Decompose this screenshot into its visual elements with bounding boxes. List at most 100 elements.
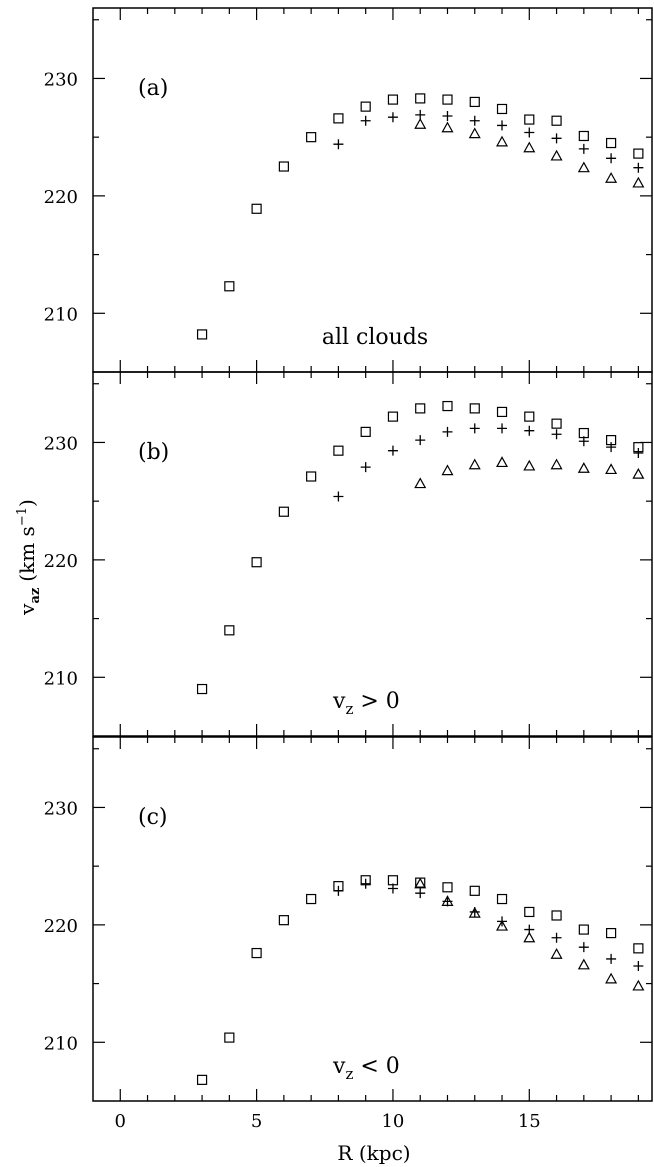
panel-annotation: vz > 0 <box>332 689 400 718</box>
triangle-marker <box>496 135 509 147</box>
square-marker <box>415 93 426 104</box>
annotation-main: v <box>332 1054 346 1079</box>
square-marker <box>196 1074 208 1085</box>
x-axis-label: R (kpc) <box>337 1141 410 1165</box>
square-marker <box>551 115 562 126</box>
square-marker <box>196 329 208 340</box>
plus-marker <box>387 112 398 123</box>
square-marker <box>333 445 344 456</box>
triangle-marker <box>632 176 645 188</box>
triangle-marker <box>577 462 590 473</box>
square-marker <box>469 403 480 414</box>
triangle-marker <box>605 972 618 984</box>
square-marker <box>387 411 399 422</box>
triangle-marker <box>605 463 618 475</box>
plus-marker <box>442 426 453 437</box>
plus-marker <box>524 425 535 436</box>
square-marker <box>496 103 508 115</box>
plus-marker <box>497 423 508 434</box>
x-tick-label: 0 <box>115 1111 126 1132</box>
square-marker <box>224 625 235 636</box>
plus-marker <box>633 960 644 971</box>
panel-2: 210 220 230 0 5 10 15 (c) vz < 0 <box>44 736 653 1132</box>
y-tick-label: 230 <box>44 69 78 90</box>
annotation-main: v <box>332 689 346 714</box>
plus-marker <box>606 153 617 164</box>
y-tick-label: 210 <box>44 668 78 689</box>
square-marker <box>278 161 289 172</box>
square-marker <box>387 94 399 105</box>
square-marker <box>524 114 535 125</box>
plus-marker <box>333 885 344 896</box>
plus-marker <box>415 888 426 899</box>
triangle-marker <box>414 477 427 489</box>
plus-marker <box>415 435 426 446</box>
square-marker <box>306 132 317 143</box>
triangle-marker <box>441 895 454 906</box>
plus-marker <box>551 932 562 943</box>
triangle-marker <box>414 877 427 889</box>
y-tick-label: 220 <box>44 916 78 937</box>
square-marker <box>633 148 644 159</box>
plus-marker <box>387 883 398 894</box>
square-marker <box>251 557 262 568</box>
plus-marker <box>578 143 589 154</box>
plus-marker <box>578 436 589 447</box>
plus-marker <box>360 878 371 889</box>
square-marker <box>415 403 426 414</box>
triangle-marker <box>496 919 509 931</box>
annotation-sub: z <box>345 1065 353 1083</box>
y-tick-label: 220 <box>44 187 78 208</box>
square-marker <box>605 927 617 939</box>
square-marker <box>251 203 262 214</box>
square-marker <box>578 924 589 935</box>
plus-marker <box>360 462 371 473</box>
square-marker <box>442 882 453 893</box>
plot-frame <box>92 7 653 373</box>
square-marker <box>251 947 262 959</box>
y-axis-label: vaz(km s−1) <box>15 499 43 616</box>
plus-marker <box>333 491 344 502</box>
square-marker <box>551 910 562 921</box>
triangle-marker <box>577 958 590 970</box>
square-marker <box>524 411 535 422</box>
square-marker <box>633 943 644 954</box>
triangle-marker <box>468 458 481 470</box>
square-marker <box>196 683 208 695</box>
plus-marker <box>360 115 371 126</box>
panel-annotation: vz < 0 <box>332 1054 400 1083</box>
square-marker <box>278 506 289 517</box>
plus-marker <box>633 448 644 459</box>
x-tick-label: 10 <box>381 1111 404 1132</box>
y-tick-label: 210 <box>44 1033 78 1054</box>
triangle-marker <box>605 172 618 183</box>
annotation-rest: > 0 <box>353 689 399 714</box>
square-marker <box>387 875 399 886</box>
square-marker <box>496 406 508 418</box>
panel-label: (c) <box>138 805 168 830</box>
plus-marker <box>551 133 562 144</box>
y-tick-label: 230 <box>44 798 78 819</box>
square-marker <box>578 427 589 439</box>
square-marker <box>306 471 317 482</box>
plot-frame <box>92 736 653 1102</box>
annotation-sub: z <box>345 700 353 718</box>
square-marker <box>442 94 453 105</box>
plus-marker <box>442 111 453 122</box>
square-marker <box>551 418 562 429</box>
panel-label: (a) <box>138 76 168 101</box>
square-marker <box>360 101 371 112</box>
plus-marker <box>524 127 535 138</box>
triangle-marker <box>523 141 536 153</box>
plus-marker <box>333 139 344 150</box>
triangle-marker <box>523 459 536 471</box>
plot-frame <box>92 371 653 737</box>
plus-marker <box>497 120 508 131</box>
annotation-rest: < 0 <box>353 1054 399 1079</box>
triangle-marker <box>441 121 454 133</box>
plus-marker <box>469 423 480 434</box>
triangle-marker <box>632 979 645 991</box>
square-marker <box>360 426 371 437</box>
square-marker <box>524 906 535 918</box>
